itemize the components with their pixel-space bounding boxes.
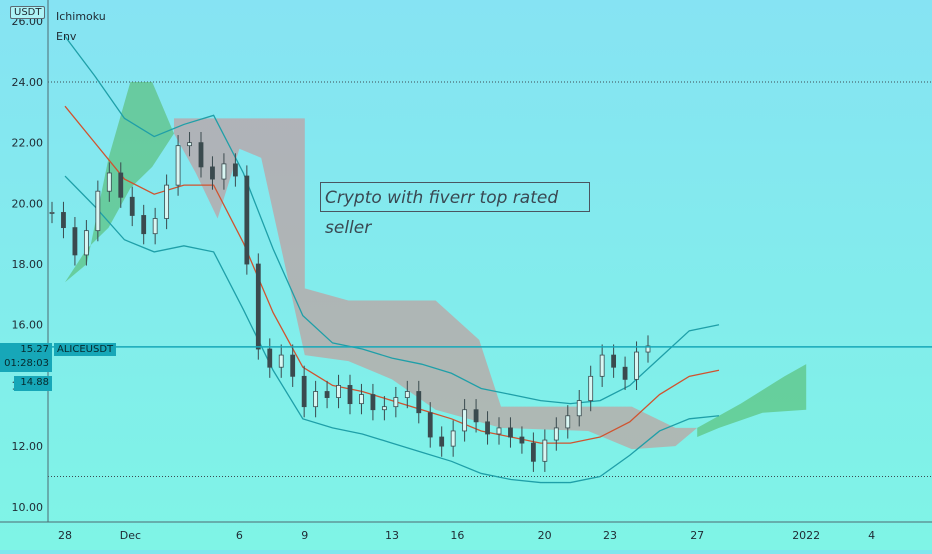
time-tick-label: 6 <box>236 529 243 542</box>
candle-body <box>61 212 66 229</box>
price-tick-label: 20.00 <box>12 197 44 210</box>
cloud-bullish-future <box>697 364 807 438</box>
candle-body <box>645 345 651 353</box>
candle-body <box>553 427 559 441</box>
time-tick-label: 23 <box>603 529 617 542</box>
time-tick-label: 13 <box>385 529 399 542</box>
candle-body <box>278 354 284 368</box>
indicator-ichimoku-label[interactable]: Ichimoku <box>56 10 106 23</box>
price-tick-label: 10.00 <box>12 501 44 514</box>
envelope-lines <box>64 36 720 484</box>
grid-lines <box>48 81 932 477</box>
price-tick-label: 24.00 <box>12 76 44 89</box>
candle-body <box>221 163 227 180</box>
candle-body <box>542 439 548 462</box>
candle-body <box>508 427 513 438</box>
candle-body <box>301 375 307 408</box>
time-tick-label: Dec <box>120 529 141 542</box>
candle-body <box>198 142 204 168</box>
candle-body <box>129 196 135 216</box>
cloud-bearish <box>174 118 698 450</box>
candle-body <box>164 184 170 219</box>
candle-body <box>473 409 479 423</box>
candle-body <box>416 391 422 414</box>
candle-body <box>232 163 238 177</box>
time-axis: 28Dec691316202327202247 <box>0 521 932 542</box>
candle-body <box>496 427 502 435</box>
candle-body <box>210 166 215 180</box>
time-tick-label: 28 <box>58 529 72 542</box>
candle-body <box>565 415 571 429</box>
indicator-env-label[interactable]: Env <box>56 30 77 43</box>
candle-body <box>462 409 468 432</box>
envelope-upper-line <box>64 36 720 405</box>
candle-body <box>530 442 536 462</box>
candle-body <box>336 385 341 398</box>
candle-body <box>95 190 101 232</box>
candles <box>49 132 651 472</box>
candle-body <box>255 263 261 350</box>
candle-body <box>576 400 582 417</box>
candle-body <box>611 354 617 368</box>
time-tick-label: 4 <box>868 529 875 542</box>
bar-countdown-tag: 01:28:03 <box>0 357 52 372</box>
candle-body <box>359 394 364 405</box>
candle-body <box>381 406 387 411</box>
candle-body <box>267 348 273 368</box>
candle-body <box>152 218 158 235</box>
envelope-basis-line <box>64 105 720 444</box>
price-tick-label: 18.00 <box>12 258 44 271</box>
low-price-tag: 14.88 <box>14 376 52 391</box>
candle-body <box>485 421 490 435</box>
candle-body <box>404 391 410 398</box>
candle-body <box>106 172 112 192</box>
candle-body <box>83 230 89 256</box>
candle-body <box>244 175 250 265</box>
candle-body <box>439 436 445 447</box>
price-tick-label: 12.00 <box>12 440 44 453</box>
candle-body <box>450 430 456 447</box>
candle-body <box>118 172 124 198</box>
current-price-tag: 15.27 <box>0 343 52 358</box>
candle-body <box>622 366 628 380</box>
candle-body <box>588 375 594 402</box>
candle-body <box>634 351 639 380</box>
time-tick-label: 16 <box>450 529 464 542</box>
time-tick-label: 9 <box>301 529 308 542</box>
candle-body <box>393 397 399 408</box>
envelope-lower-line <box>64 175 720 484</box>
candle-body <box>49 212 55 214</box>
time-tick-label: 20 <box>538 529 552 542</box>
symbol-label: ALICEUSDT <box>54 343 117 356</box>
candle-body <box>370 394 376 411</box>
candle-body <box>72 227 78 256</box>
candle-body <box>599 354 605 377</box>
candle-body <box>187 142 192 147</box>
time-tick-label: 2022 <box>792 529 820 542</box>
candle-body <box>324 391 330 398</box>
candle-body <box>290 354 296 377</box>
price-unit-label[interactable]: USDT <box>10 6 46 19</box>
candle-body <box>175 145 181 186</box>
price-tick-label: 16.00 <box>12 319 44 332</box>
candle-body <box>141 215 147 235</box>
candle-body <box>347 385 353 405</box>
candle-body <box>313 391 319 408</box>
candle-body <box>519 436 525 444</box>
price-tick-label: 22.00 <box>12 137 44 150</box>
text-annotation[interactable]: Crypto with fiverr top rated seller <box>320 182 590 238</box>
time-tick-label: 27 <box>690 529 704 542</box>
price-axis: 10.0012.0014.0016.0018.0020.0022.0024.00… <box>12 0 49 522</box>
candle-body <box>427 412 433 438</box>
